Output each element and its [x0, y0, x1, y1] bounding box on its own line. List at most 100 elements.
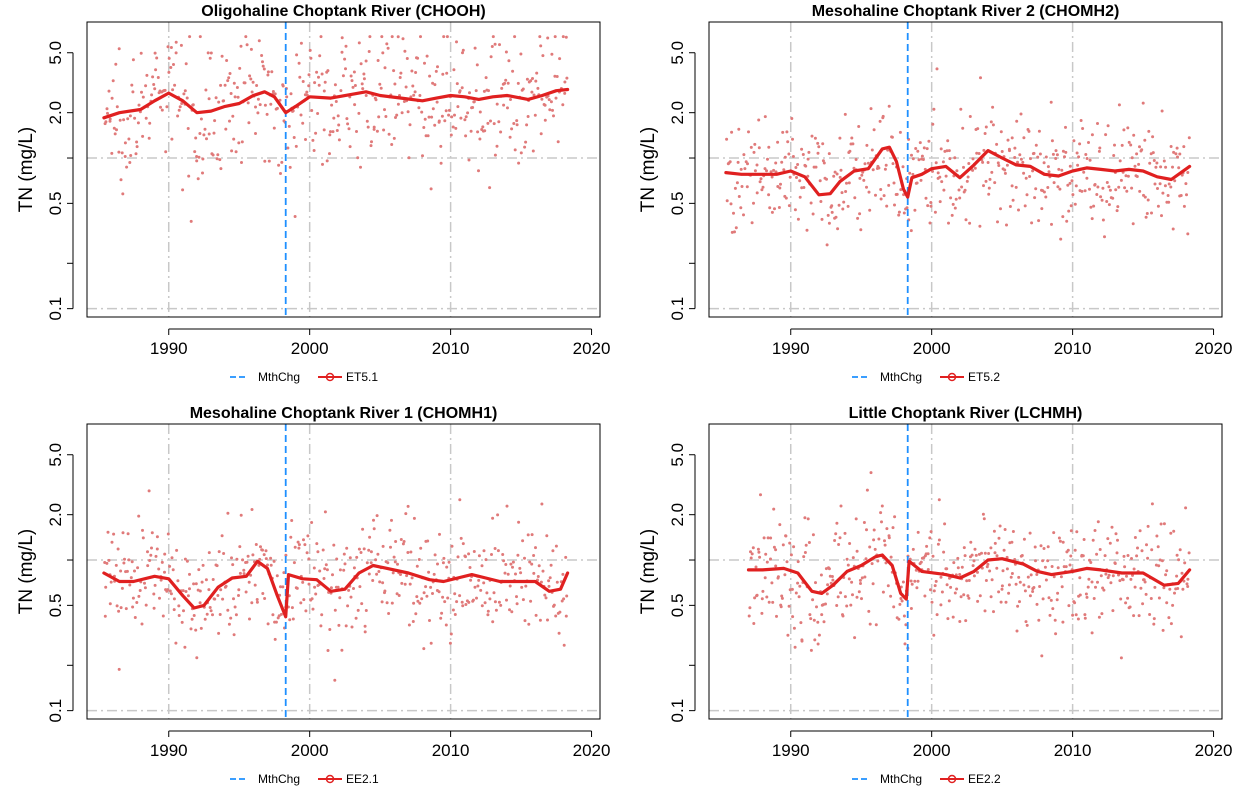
data-point — [405, 574, 409, 578]
data-point — [152, 606, 156, 610]
data-point — [163, 570, 166, 574]
data-point — [447, 560, 451, 564]
data-point — [843, 595, 847, 599]
data-point — [431, 592, 434, 595]
data-point — [195, 656, 199, 660]
data-point — [923, 594, 927, 598]
data-point — [375, 572, 379, 576]
data-point — [192, 582, 196, 586]
data-point — [1129, 577, 1133, 581]
data-point — [486, 613, 490, 617]
data-point — [1129, 143, 1133, 147]
data-point — [317, 83, 321, 87]
data-point — [1038, 585, 1042, 588]
data-point — [1138, 529, 1142, 533]
data-point — [562, 643, 566, 647]
data-point — [234, 150, 238, 154]
data-point — [968, 221, 972, 225]
data-point — [1067, 209, 1071, 213]
data-point — [493, 153, 497, 157]
data-point — [372, 125, 376, 129]
data-point — [1057, 536, 1061, 540]
data-point — [1083, 613, 1087, 617]
data-point — [113, 132, 117, 136]
data-point — [778, 523, 782, 527]
data-point — [511, 565, 514, 569]
y-tick-label: 0.5 — [668, 192, 687, 216]
data-point — [1148, 161, 1152, 165]
data-point — [939, 603, 943, 607]
data-point — [346, 122, 350, 126]
data-point — [916, 530, 920, 534]
data-point — [729, 202, 733, 206]
data-point — [408, 123, 412, 127]
data-point — [441, 561, 445, 565]
data-point — [1138, 189, 1142, 193]
data-point — [946, 617, 950, 621]
data-point — [1059, 237, 1063, 241]
data-point — [909, 579, 913, 583]
data-point — [976, 570, 979, 574]
data-point — [1177, 166, 1181, 170]
data-point — [249, 77, 253, 81]
data-point — [137, 594, 141, 598]
data-point — [1021, 160, 1025, 164]
data-point — [338, 568, 342, 572]
data-point — [335, 557, 339, 561]
data-point — [423, 61, 426, 65]
data-point — [409, 550, 413, 554]
data-point — [515, 119, 519, 123]
data-point — [999, 600, 1003, 604]
data-point — [340, 648, 344, 652]
x-tick-label: 2020 — [1195, 339, 1233, 358]
data-point — [1043, 565, 1047, 569]
data-point — [374, 98, 378, 102]
data-point — [293, 545, 297, 549]
data-point — [932, 589, 936, 593]
y-tick-label: 2.0 — [46, 101, 65, 125]
data-point — [239, 513, 243, 517]
data-point — [917, 158, 921, 162]
data-point — [761, 589, 765, 593]
data-point — [416, 599, 420, 603]
data-point — [1117, 573, 1120, 577]
data-point — [986, 161, 990, 164]
data-point — [987, 186, 991, 190]
data-point — [549, 100, 553, 104]
data-point — [825, 243, 829, 247]
data-point — [897, 213, 901, 217]
data-point — [855, 549, 859, 553]
data-point — [771, 600, 775, 604]
data-point — [380, 600, 384, 604]
data-point — [1135, 175, 1139, 178]
y-tick-label: 0.1 — [668, 297, 687, 321]
data-point — [282, 571, 286, 575]
data-point — [532, 93, 536, 97]
data-point — [265, 112, 269, 116]
data-point — [1022, 583, 1026, 587]
data-point — [184, 62, 188, 66]
data-point — [393, 560, 397, 564]
data-point — [1090, 133, 1094, 137]
data-point — [786, 633, 790, 637]
data-point — [389, 545, 392, 549]
data-point — [915, 586, 919, 590]
data-point — [548, 576, 552, 580]
data-point — [1162, 159, 1166, 163]
data-point — [392, 555, 396, 559]
data-point — [285, 95, 289, 99]
data-point — [1143, 138, 1147, 142]
data-point — [131, 90, 135, 94]
data-point — [877, 166, 881, 170]
data-point — [115, 105, 119, 109]
data-point — [400, 111, 404, 115]
data-point — [733, 230, 736, 234]
data-point — [430, 115, 434, 119]
data-point — [929, 530, 933, 534]
data-point — [737, 195, 741, 198]
data-point — [224, 584, 228, 588]
data-point — [1116, 205, 1120, 209]
data-point — [183, 557, 187, 561]
data-point — [1025, 193, 1029, 197]
data-point — [471, 106, 475, 109]
